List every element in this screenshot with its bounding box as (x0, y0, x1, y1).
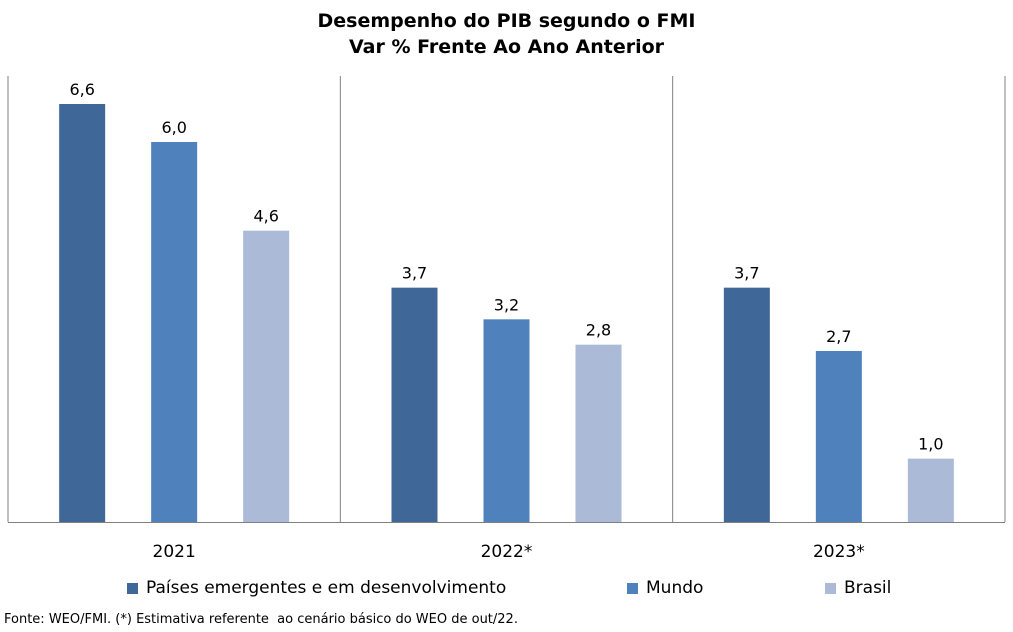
data-label: 6,0 (161, 118, 186, 137)
source-note: Fonte: WEO/FMI. (*) Estimativa referente… (4, 612, 518, 627)
legend-label: Mundo (646, 578, 704, 598)
x-tick-label: 2022* (481, 542, 533, 562)
legend-label: Países emergentes e em desenvolvimento (146, 578, 507, 598)
x-tick-label: 2021 (153, 542, 196, 562)
data-label: 4,6 (253, 207, 278, 226)
data-label: 3,2 (494, 295, 519, 314)
data-label: 6,6 (69, 80, 94, 99)
bar (723, 287, 770, 522)
bar (391, 287, 438, 522)
legend-item: Mundo (627, 578, 703, 598)
chart-title-line2: Var % Frente Ao Ano Anterior (348, 36, 665, 58)
legend-swatch (627, 582, 638, 594)
bar (815, 351, 862, 522)
data-label: 2,7 (826, 327, 851, 346)
data-label: 3,7 (402, 264, 427, 283)
legend-label: Brasil (844, 578, 892, 598)
bar (483, 319, 530, 522)
data-label: 2,8 (586, 321, 611, 340)
bar (151, 142, 198, 522)
bar (907, 458, 954, 522)
legend-swatch (825, 582, 836, 594)
chart-legend: Países emergentes e em desenvolvimento Mu… (0, 578, 1013, 602)
x-tick-label: 2023* (813, 542, 865, 562)
bar (575, 344, 622, 522)
bar (243, 230, 290, 522)
legend-swatch (127, 582, 138, 594)
data-label: 3,7 (734, 264, 759, 283)
bar (59, 104, 106, 522)
legend-item: Países emergentes e em desenvolvimento (127, 578, 506, 598)
data-label: 1,0 (918, 435, 943, 454)
legend-item: Brasil (825, 578, 891, 598)
chart-title-line1: Desempenho do PIB segundo o FMI (317, 10, 696, 32)
chart-title: Desempenho do PIB segundo o FMI Var % Fr… (0, 8, 1013, 60)
